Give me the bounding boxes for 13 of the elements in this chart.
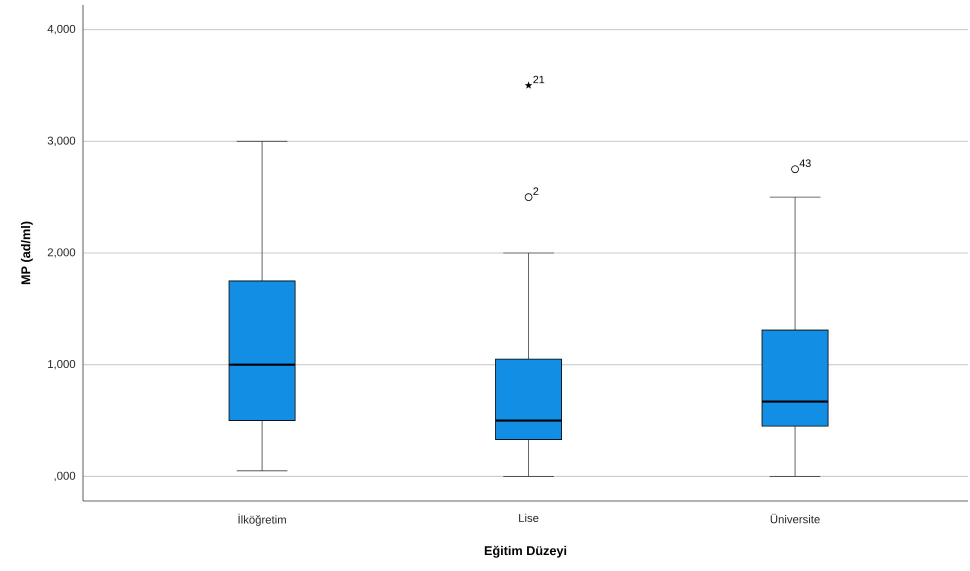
x-tick-label: Üniversite xyxy=(770,514,820,524)
x-axis-title: Eğitim Düzeyi xyxy=(484,546,566,558)
x-tick-label: İlköğretim xyxy=(238,514,286,526)
annotation: 2 xyxy=(533,187,538,195)
y-tick-label: 3,000 xyxy=(48,136,76,146)
annotation: 21 xyxy=(533,76,544,84)
y-tick-label: 4,000 xyxy=(48,24,76,34)
x-tick-label: Lise xyxy=(519,514,538,522)
y-tick-label: 1,000 xyxy=(48,360,76,370)
y-tick-label: 2,000 xyxy=(48,248,76,258)
annotation: 43 xyxy=(800,159,811,167)
y-tick-label: ,000 xyxy=(54,472,76,482)
y-axis-title: MP (ad/ml) xyxy=(20,222,33,284)
